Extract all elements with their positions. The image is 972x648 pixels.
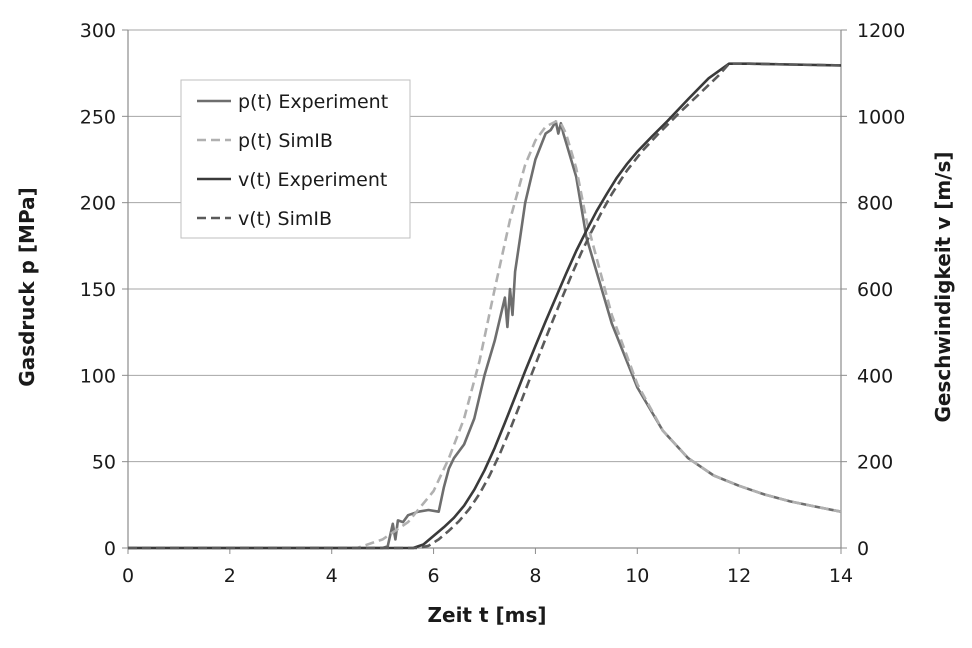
y-tick-label-left: 150 [80, 279, 116, 301]
x-tick-label: 14 [829, 565, 853, 587]
y-tick-label-right: 0 [857, 538, 869, 560]
series-line-3 [128, 62, 842, 550]
x-ticks: 0 2 4 6 8 10 12 14 [122, 548, 853, 587]
series-lines [128, 62, 842, 550]
legend: p(t) Experiment p(t) SimIB v(t) Experiment… [180, 79, 411, 239]
legend-label-1: p(t) SimIB [238, 130, 333, 152]
y-tick-label-right: 1200 [857, 20, 905, 42]
y-tick-label-left: 200 [80, 193, 116, 215]
x-tick-label: 0 [122, 565, 134, 587]
y-tick-label-right: 800 [857, 193, 893, 215]
x-tick-label: 6 [428, 565, 440, 587]
x-tick-label: 4 [326, 565, 338, 587]
y-tick-label-right: 200 [857, 452, 893, 474]
y-tick-label-right: 1000 [857, 106, 905, 128]
legend-label-3: v(t) SimIB [238, 208, 332, 230]
y-ticks-left: 0 50 100 150 200 250 300 [80, 20, 128, 560]
x-tick-label: 12 [727, 565, 751, 587]
y-ticks-right: 0 200 400 600 800 1000 1200 [841, 20, 905, 560]
y-tick-label-left: 0 [104, 538, 116, 560]
y-tick-label-left: 50 [92, 452, 116, 474]
legend-box [180, 79, 411, 239]
x-axis-title: Zeit t [ms] [428, 603, 547, 627]
y-tick-label-right: 600 [857, 279, 893, 301]
series-line-1 [128, 120, 842, 550]
x-tick-label: 10 [625, 565, 649, 587]
y-tick-label-right: 400 [857, 365, 893, 387]
y-axis-title-left: Gasdruck p [MPa] [15, 187, 39, 386]
legend-label-2: v(t) Experiment [238, 169, 387, 191]
legend-label-0: p(t) Experiment [238, 91, 388, 113]
y-tick-label-left: 300 [80, 20, 116, 42]
y-axis-title-right: Geschwindigkeit v [m/s] [931, 151, 955, 422]
x-tick-label: 2 [224, 565, 236, 587]
series-line-0 [128, 120, 842, 550]
series-line-2 [128, 62, 842, 550]
y-tick-label-left: 100 [80, 365, 116, 387]
y-tick-label-left: 250 [80, 106, 116, 128]
x-tick-label: 8 [529, 565, 541, 587]
